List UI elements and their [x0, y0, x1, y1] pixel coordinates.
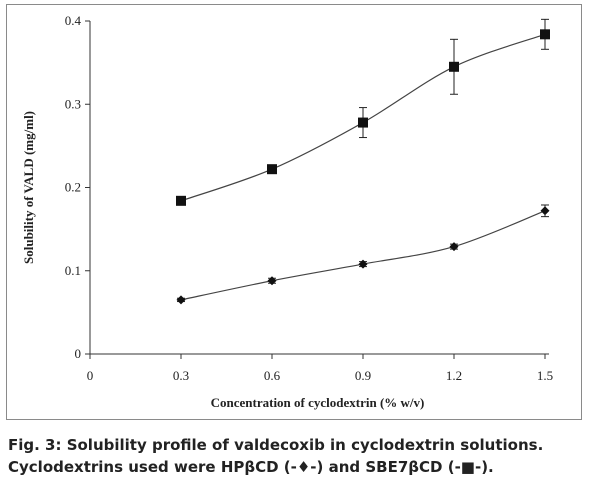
data-point-diamond	[358, 259, 368, 269]
x-tick-label: 0.3	[173, 368, 189, 383]
y-tick-label: 0.4	[65, 13, 82, 28]
caption-line-2: Cyclodextrins used were HPβCD (-♦-) and …	[8, 458, 494, 476]
data-point-diamond	[449, 242, 459, 252]
series-layer	[176, 18, 550, 305]
y-tick-label: 0.1	[65, 263, 81, 278]
series-square	[176, 18, 550, 206]
caption-line-1: Fig. 3: Solubility profile of valdecoxib…	[8, 436, 544, 454]
data-point-diamond	[267, 276, 277, 286]
data-point-diamond	[176, 295, 186, 305]
x-tick-label: 0.9	[355, 368, 371, 383]
data-point-square	[358, 117, 368, 128]
y-tick-label: 0.3	[65, 96, 81, 111]
data-point-diamond	[540, 206, 550, 216]
figure-caption: Fig. 3: Solubility profile of valdecoxib…	[8, 434, 588, 478]
x-tick-label: 0.6	[264, 368, 281, 383]
solubility-chart: 0 0.1 0.2 0.3 0.4 0 0.3 0.6 0.9 1.2 1.5 Concentrat…	[21, 13, 553, 410]
x-tick-label: 0	[87, 368, 94, 383]
series-diamond	[176, 204, 550, 305]
x-tick-label: 1.5	[537, 368, 553, 383]
data-point-square	[540, 29, 550, 40]
data-point-square	[176, 195, 186, 206]
y-tick-label: 0	[75, 346, 82, 361]
x-axis-label: Concentration of cyclodextrin (% w/v)	[211, 395, 425, 410]
data-point-square	[267, 164, 277, 175]
data-point-square	[449, 61, 459, 72]
y-axis-label: Solubility of VALD (mg/ml)	[21, 111, 36, 264]
x-tick-label: 1.2	[446, 368, 462, 383]
chart-frame: 0 0.1 0.2 0.3 0.4 0 0.3 0.6 0.9 1.2 1.5 Concentrat…	[6, 4, 582, 420]
axes: 0 0.1 0.2 0.3 0.4 0 0.3 0.6 0.9 1.2 1.5	[65, 13, 553, 383]
series-line	[180, 210, 546, 301]
y-tick-label: 0.2	[65, 180, 81, 195]
